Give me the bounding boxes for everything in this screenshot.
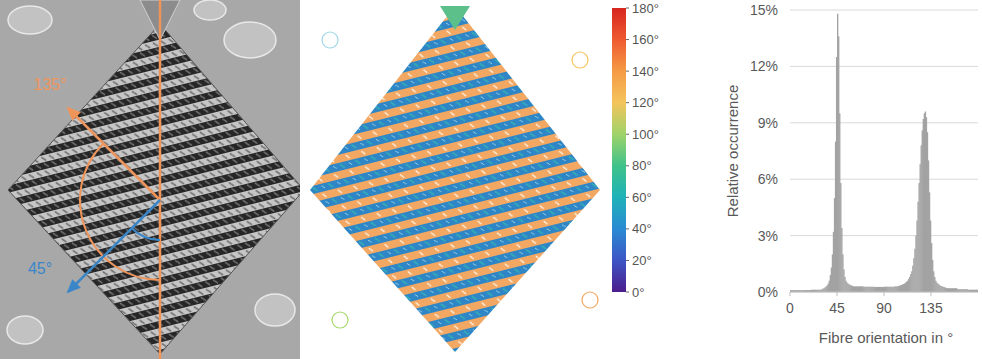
x-tick [931, 292, 932, 296]
arrow-head [67, 107, 81, 121]
angle-label: 135° [34, 76, 67, 93]
x-axis-title: Fibre orientation in ° [819, 329, 953, 346]
colorbar [612, 8, 626, 292]
colorbar-tick [626, 134, 629, 135]
x-tick-label: 135 [919, 300, 943, 316]
colorbar-tick [626, 8, 629, 9]
apex-region [440, 6, 470, 30]
colorbar-tick [626, 260, 629, 261]
photo-blob [7, 316, 43, 344]
colorbar-label: 60° [632, 190, 652, 205]
photo-blob [194, 0, 226, 20]
grid-line [790, 179, 978, 180]
map-speck [322, 32, 338, 48]
x-tick [837, 292, 838, 296]
grid-line [790, 235, 978, 236]
angle-arc [132, 228, 160, 240]
colorbar-label: 80° [632, 158, 652, 173]
colorbar-tick [626, 39, 629, 40]
y-tick-label: 9% [758, 115, 778, 131]
photo-blob [224, 22, 276, 58]
orientation-field [310, 6, 600, 352]
grid-line [790, 122, 978, 123]
y-tick-label: 15% [750, 2, 778, 18]
colorbar-label: 40° [632, 221, 652, 236]
colorbar-label: 20° [632, 253, 652, 268]
map-speck [332, 312, 348, 328]
map-background [305, 0, 605, 359]
map-speck [582, 292, 598, 308]
reference-line [159, 0, 162, 359]
x-tick [790, 292, 791, 296]
photo-blob [8, 6, 52, 34]
angle-label: 45° [28, 260, 52, 277]
y-tick-label: 12% [750, 58, 778, 74]
photo-blob [255, 294, 295, 326]
angle-arrow [68, 108, 160, 200]
orientation-map [305, 0, 605, 359]
colorbar-tick [626, 165, 629, 166]
bars [790, 14, 978, 292]
photo-panel [0, 0, 300, 359]
colorbar-tick [626, 292, 629, 293]
y-tick-label: 6% [758, 171, 778, 187]
colorbar-tick [626, 228, 629, 229]
colorbar-tick [626, 102, 629, 103]
x-tick-label: 0 [786, 300, 794, 316]
figure: 135° 45° 0° 20° 40° 60° 80° 100° 120° 140° 160° 180… [0, 0, 982, 359]
colorbar-label: 180° [632, 1, 659, 16]
map-speck [572, 52, 588, 68]
colorbar-label: 0° [632, 285, 644, 300]
grid-line [790, 10, 978, 11]
grid-line [790, 66, 978, 67]
colorbar-tick [626, 197, 629, 198]
colorbar-label: 140° [632, 64, 659, 79]
colorbar-tick [626, 71, 629, 72]
fabric-sample [8, 24, 300, 354]
colorbar-label: 120° [632, 95, 659, 110]
x-tick [884, 292, 885, 296]
angle-arrow [68, 200, 160, 292]
x-tick-label: 45 [829, 300, 845, 316]
colorbar-label: 100° [632, 127, 659, 142]
y-tick-label: 0% [758, 284, 778, 300]
colorbar-label: 160° [632, 32, 659, 47]
x-tick-label: 90 [876, 300, 892, 316]
y-axis-title: Relative occurrence [724, 85, 741, 218]
y-tick-label: 3% [758, 228, 778, 244]
arrow-head [67, 279, 81, 293]
